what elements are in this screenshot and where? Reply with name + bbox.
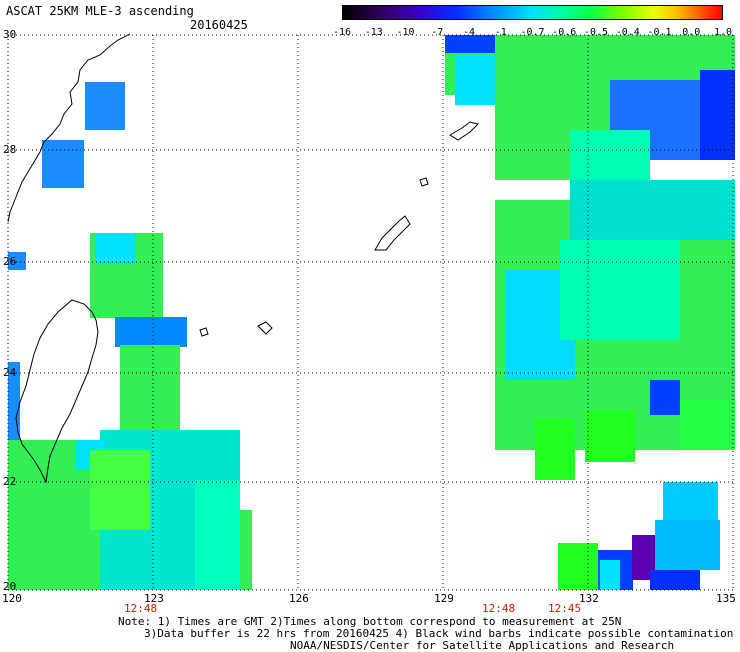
swath-block <box>558 543 598 590</box>
lat-label: 26 <box>3 255 17 268</box>
swath-block <box>650 570 700 590</box>
footer-credit: NOAA/NESDIS/Center for Satellite Applica… <box>290 639 675 652</box>
swath-block <box>95 233 135 263</box>
lon-label: 135 <box>716 592 736 605</box>
swath-gap <box>690 160 735 180</box>
swath-block <box>8 362 20 452</box>
product-date: 20160425 <box>190 18 248 32</box>
lon-label: 126 <box>289 592 309 605</box>
swath-block <box>455 55 495 105</box>
swath-block <box>650 380 680 415</box>
lat-label: 20 <box>3 580 17 593</box>
island <box>257 321 273 335</box>
data-swaths <box>8 35 735 590</box>
lat-label: 30 <box>3 28 17 41</box>
color-scale-tick-label: 0.0 <box>682 27 701 38</box>
swath-block <box>42 140 84 188</box>
swath-block <box>560 240 680 340</box>
swath-block <box>90 450 150 530</box>
swath-block <box>585 410 635 462</box>
lat-label: 24 <box>3 366 17 379</box>
color-scale-tick-label: -16 <box>333 27 352 38</box>
color-scale-tick-label: -0.5 <box>584 27 609 38</box>
color-scale-tick-label: -1 <box>494 27 507 38</box>
swath-block <box>700 70 735 160</box>
swath-block <box>570 180 735 240</box>
taiwan-coastline <box>15 299 99 484</box>
island <box>419 177 429 187</box>
product-title: ASCAT 25KM MLE-3 ascending <box>6 4 194 18</box>
pass-time-label: 12:48 <box>124 602 158 615</box>
footer-note-line2: 3)Data buffer is 22 hrs from 20160425 4)… <box>144 627 734 640</box>
china-coastline <box>7 33 131 223</box>
swath-block <box>85 82 125 130</box>
color-scale-tick-label: -7 <box>431 27 444 38</box>
swath-block <box>535 418 575 480</box>
swath-block <box>600 560 620 590</box>
color-scale-bar <box>342 5 723 20</box>
swath-block <box>8 252 26 270</box>
color-scale-tick-label: 1.0 <box>714 27 733 38</box>
coastlines <box>7 33 479 484</box>
color-scale-tick-label: -10 <box>396 27 415 38</box>
lon-label: 120 <box>2 592 22 605</box>
lon-label: 123 <box>144 592 164 605</box>
swath-block <box>120 345 180 445</box>
pass-time-label: 12:45 <box>548 602 582 615</box>
footer-note-line1: Note: 1) Times are GMT 2)Times along bot… <box>118 615 622 628</box>
okinawa-island <box>374 215 411 251</box>
swath-block <box>680 400 735 450</box>
island <box>199 327 209 337</box>
color-scale-tick-label: -0.7 <box>520 27 545 38</box>
color-scale-tick-label: -4 <box>463 27 476 38</box>
lon-label: 129 <box>434 592 454 605</box>
swath-block <box>195 480 240 590</box>
color-scale-tick-label: -0.6 <box>552 27 577 38</box>
swath-block <box>240 510 252 590</box>
graticule <box>7 34 735 591</box>
lat-label: 22 <box>3 475 17 488</box>
swath-block <box>655 520 720 570</box>
lon-label: 132 <box>579 592 599 605</box>
color-scale-tick-label: -0.4 <box>615 27 640 38</box>
swath-block <box>115 317 187 347</box>
pass-time-label: 12:48 <box>482 602 516 615</box>
lat-label: 28 <box>3 143 17 156</box>
swath-block <box>445 35 495 53</box>
color-scale-tick-label: -0.1 <box>647 27 672 38</box>
island <box>449 121 479 141</box>
color-scale-tick-label: -13 <box>364 27 383 38</box>
